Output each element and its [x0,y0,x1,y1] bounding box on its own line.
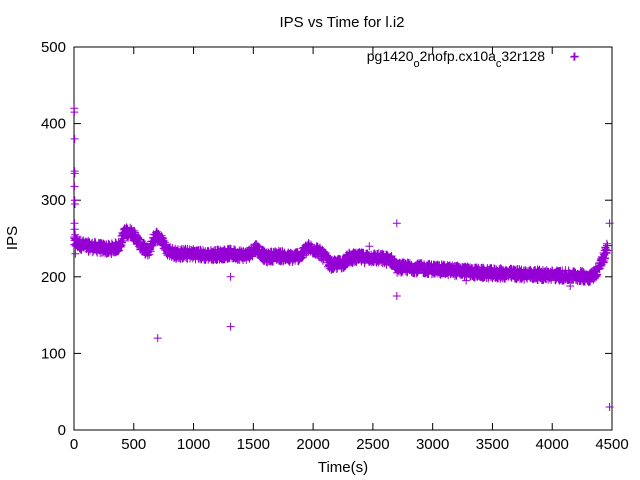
y-tick-label: 500 [41,39,66,56]
y-tick-label: 100 [41,345,66,362]
x-tick-label: 500 [121,436,146,453]
data-point-markers [70,52,614,411]
x-tick-label: 4500 [595,436,628,453]
y-tick-label: 200 [41,269,66,286]
y-tick-label: 0 [58,422,66,439]
x-tick-label: 4000 [536,436,569,453]
y-tick-label: 400 [41,116,66,133]
x-tick-label: 2000 [296,436,329,453]
x-axis-label: Time(s) [318,459,368,476]
x-axis: 0 500 1000 1500 2000 2500 3000 3500 4000 4500 [70,47,629,453]
legend-marker-plus [570,53,578,61]
x-tick-label: 2500 [356,436,389,453]
x-tick-label: 1000 [177,436,210,453]
scatter-points [70,52,614,411]
x-tick-label: 1500 [237,436,270,453]
legend-marker [570,53,578,61]
legend: pg1420o2nofp.cx10ac32r128 [367,48,578,70]
y-axis-label: IPS [4,226,21,250]
x-tick-label: 3000 [416,436,449,453]
legend-entry-label: pg1420o2nofp.cx10ac32r128 [367,48,545,70]
x-tick-label: 3500 [476,436,509,453]
y-tick-label: 300 [41,192,66,209]
y-axis: 0 100 200 300 400 500 [41,39,612,439]
x-tick-label: 0 [70,436,78,453]
chart-title: IPS vs Time for l.i2 [279,14,404,31]
